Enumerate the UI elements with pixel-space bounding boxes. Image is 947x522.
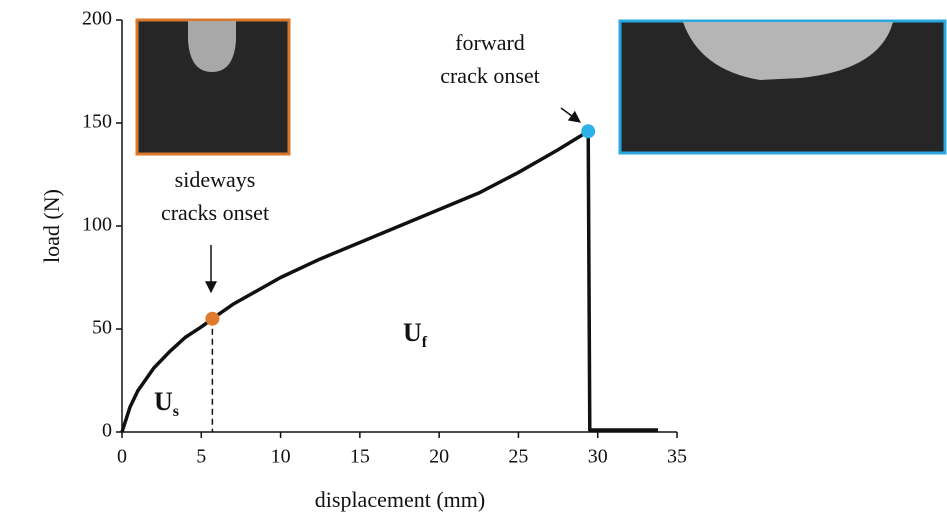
area-label-sub: f [422, 334, 428, 351]
inset-photo-left [137, 20, 289, 154]
y-tick-label: 50 [92, 317, 112, 339]
area-label: Us [154, 387, 179, 420]
area-label-sub: s [173, 403, 179, 420]
area-label: Uf [403, 318, 428, 351]
y-tick-label: 100 [82, 214, 112, 236]
annotation: sideways [175, 167, 256, 192]
x-tick-label: 5 [196, 446, 206, 468]
y-tick-label: 0 [102, 420, 112, 442]
annotation: forward [455, 30, 525, 55]
x-tick-label: 10 [271, 446, 291, 468]
area-label-main: U [154, 387, 173, 416]
x-tick-label: 0 [117, 446, 127, 468]
x-tick-label: 20 [429, 446, 449, 468]
arrow [561, 108, 580, 122]
area-label-main: U [403, 318, 422, 347]
y-tick-label: 150 [82, 111, 112, 133]
x-tick-label: 30 [588, 446, 608, 468]
x-tick-label: 35 [667, 446, 687, 468]
marker [205, 312, 219, 326]
x-tick-label: 15 [350, 446, 370, 468]
y-tick-label: 200 [82, 8, 112, 30]
inset-photo-right [620, 21, 945, 153]
marker [581, 124, 595, 138]
y-axis-label: load (N) [39, 189, 64, 263]
x-axis-label: displacement (mm) [315, 487, 485, 512]
x-tick-label: 25 [508, 446, 528, 468]
chart: load (N) displacement (mm) 0 50 100 150 200 0… [0, 0, 947, 522]
annotation: cracks onset [161, 200, 269, 225]
annotation: crack onset [440, 63, 540, 88]
